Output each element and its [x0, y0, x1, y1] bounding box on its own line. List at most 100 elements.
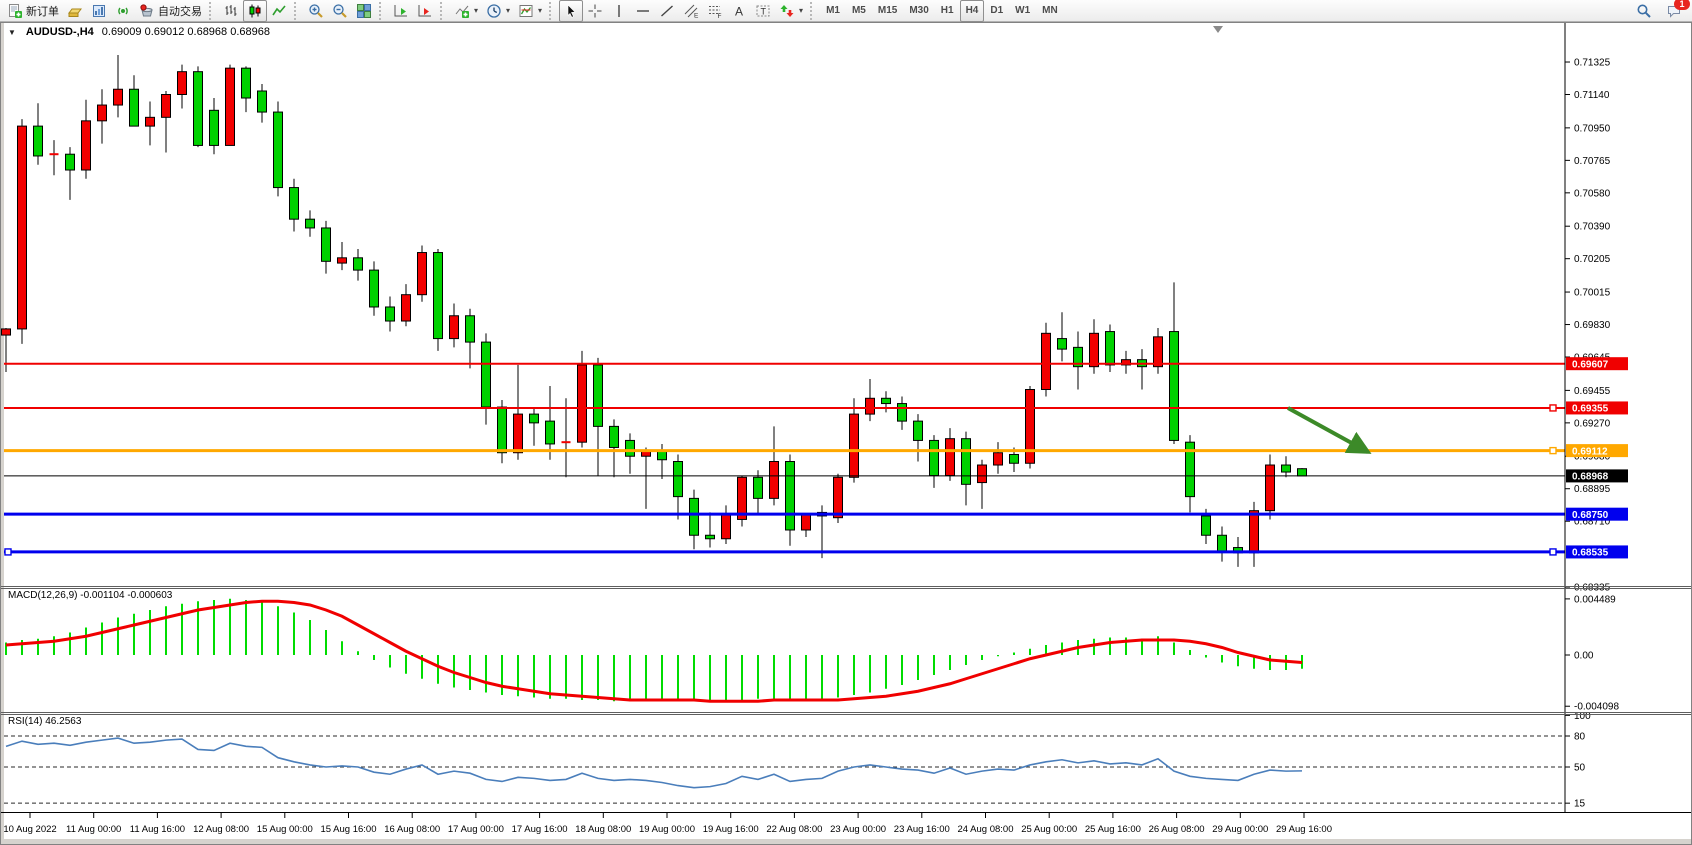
chart-shift-marker[interactable] — [1213, 26, 1223, 33]
price-line-label-box — [1566, 507, 1628, 521]
tf-m15-button[interactable]: M15 — [872, 0, 903, 22]
trendline-button[interactable] — [655, 0, 679, 22]
cursor-button[interactable] — [559, 0, 584, 22]
tf-d1-button[interactable]: D1 — [984, 0, 1009, 22]
time-axis[interactable]: 10 Aug 2022 11 Aug 00:00 11 Aug 16:00 12 Au… — [0, 813, 1692, 845]
chat-button[interactable]: 1 — [1662, 0, 1690, 22]
zoom-in-icon — [308, 3, 324, 19]
line-handle[interactable] — [1549, 404, 1557, 412]
market-watch-button[interactable] — [87, 0, 111, 22]
arrows-button[interactable]: ▾ — [775, 0, 807, 22]
price-line-label: 0.68535 — [1572, 548, 1609, 559]
rsi-axis-label: 80 — [1574, 732, 1586, 743]
time-tick-label: 16 Aug 08:00 — [384, 824, 440, 835]
time-tick-label: 19 Aug 00:00 — [639, 824, 695, 835]
new-order-button[interactable]: 新订单 — [3, 0, 63, 22]
trend-arrow-annotation[interactable] — [1287, 406, 1372, 454]
price-tick-label: 0.71140 — [1574, 90, 1610, 101]
profile-button[interactable] — [63, 0, 87, 22]
templates-button[interactable]: ▾ — [514, 0, 546, 22]
tf-m5-button[interactable]: M5 — [846, 0, 872, 22]
price-line-label-box — [1566, 357, 1628, 371]
toolbar-group-timeframes: M1 M5 M15 M30 H1 H4 D1 W1 MN — [819, 0, 1065, 22]
chevron-down-icon: ▾ — [474, 6, 479, 15]
zoom-in-button[interactable] — [304, 0, 328, 22]
periods-button[interactable]: ▾ — [482, 0, 514, 22]
new-order-icon — [7, 3, 23, 19]
svg-text:E: E — [694, 12, 699, 19]
tf-m1-button-label: M1 — [826, 5, 840, 16]
chevron-down-icon: ▾ — [506, 6, 511, 15]
rsi-axis-label: 15 — [1574, 799, 1586, 810]
rsi-pane: 100 80 50 15 — [4, 711, 1591, 810]
tf-m5-button-label: M5 — [851, 5, 866, 16]
toolbar-group-trade: 新订单 自动交易 — [2, 0, 207, 22]
text-button[interactable]: A — [727, 0, 751, 22]
price-line-label-box — [1566, 469, 1628, 483]
collapse-arrow-icon[interactable]: ▼ — [8, 27, 16, 37]
horizontal-lines-layer — [4, 362, 1565, 556]
toolbar-group-draw: E F A T ▾ — [558, 0, 808, 22]
time-tick-label: 17 Aug 16:00 — [512, 824, 568, 835]
time-tick-label: 12 Aug 08:00 — [193, 824, 249, 835]
tf-d1-button-label: D1 — [990, 5, 1004, 16]
autotrading-button[interactable]: 自动交易 — [135, 0, 206, 22]
candlestick-button[interactable] — [243, 0, 267, 22]
price-line-label: 0.69355 — [1572, 404, 1609, 415]
channel-button[interactable]: E — [679, 0, 703, 22]
macd-signal-line — [5, 599, 1303, 703]
pane-splitter[interactable] — [0, 586, 1692, 589]
notification-badge: 1 — [1674, 0, 1690, 10]
chart-shift-button[interactable] — [413, 0, 437, 22]
tf-m1-button[interactable]: M1 — [820, 0, 846, 22]
bar-chart-button[interactable] — [219, 0, 243, 22]
price-line-label: 0.69112 — [1572, 446, 1608, 457]
bar-chart-icon — [223, 3, 239, 19]
search-button[interactable] — [1632, 0, 1656, 22]
chart-background — [0, 22, 1692, 845]
autotrading-icon — [139, 3, 155, 19]
label-icon: T — [755, 3, 771, 19]
text-label-button[interactable]: T — [751, 0, 775, 22]
cursor-icon — [563, 3, 579, 19]
chevron-down-icon: ▾ — [538, 6, 543, 15]
price-line-label: 0.69607 — [1572, 359, 1609, 370]
toolbar-group-zoom — [303, 0, 377, 22]
bottom-strip — [0, 839, 1692, 845]
line-handle[interactable] — [1549, 446, 1557, 455]
tf-h1-button[interactable]: H1 — [935, 0, 960, 22]
tf-h4-button[interactable]: H4 — [959, 0, 985, 22]
tf-mn-button[interactable]: MN — [1036, 0, 1064, 22]
time-tick-label: 26 Aug 08:00 — [1149, 824, 1205, 835]
indicators-button[interactable]: ▾ — [450, 0, 482, 22]
time-tick-label: 25 Aug 00:00 — [1021, 824, 1077, 835]
line-handle[interactable] — [1549, 548, 1557, 556]
tf-mn-button-label: MN — [1042, 5, 1058, 16]
periods-icon — [486, 3, 502, 19]
indicators-icon — [454, 3, 470, 19]
horizontal-line-button[interactable] — [631, 0, 655, 22]
news-button[interactable] — [111, 0, 135, 22]
rsi-line — [5, 737, 1303, 789]
tile-windows-icon — [356, 3, 372, 19]
tf-w1-button[interactable]: W1 — [1009, 0, 1036, 22]
toolbar-right: 1 — [1632, 0, 1692, 22]
macd-axis-label: 0.004489 — [1574, 594, 1616, 605]
time-tick-label: 24 Aug 08:00 — [958, 824, 1014, 835]
zoom-out-button[interactable] — [328, 0, 352, 22]
tf-w1-button-label: W1 — [1015, 5, 1031, 16]
tf-m15-button-label: M15 — [877, 5, 898, 16]
auto-scroll-button[interactable] — [389, 0, 413, 22]
svg-text:T: T — [761, 6, 767, 16]
line-chart-button[interactable] — [267, 0, 291, 22]
hline-icon — [635, 3, 651, 19]
vertical-line-button[interactable] — [607, 0, 631, 22]
toolbar: 新订单 自动交易 ▾ ▾ ▾ E F A T ▾ M1 M5 M15 M30 H1 H4 D1 W1 MN 1 — [0, 0, 1692, 22]
crosshair-button[interactable] — [583, 0, 607, 22]
price-tick-label: 0.70015 — [1574, 288, 1611, 299]
tf-m30-button[interactable]: M30 — [903, 0, 934, 22]
tile-windows-button[interactable] — [352, 0, 376, 22]
fibonacci-button[interactable]: F — [703, 0, 727, 22]
line-handle[interactable] — [4, 548, 12, 556]
pane-splitter[interactable] — [0, 712, 1692, 715]
